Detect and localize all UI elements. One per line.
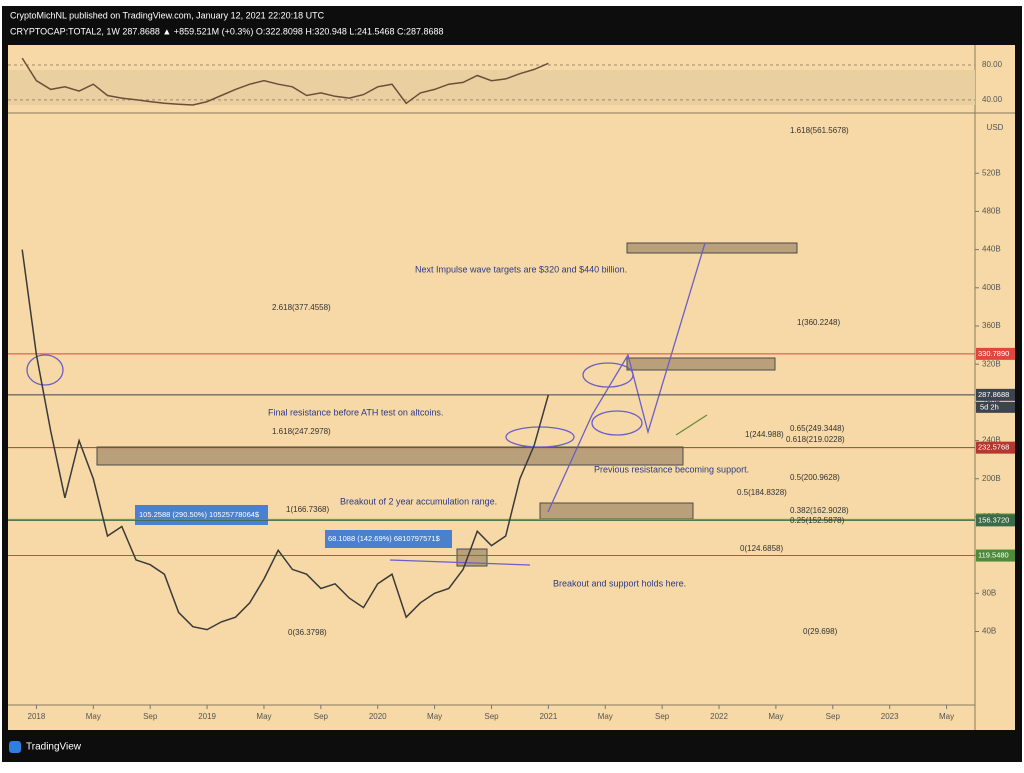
x-tick-label: 2020 <box>369 712 387 721</box>
zone <box>539 502 694 520</box>
zone <box>626 242 798 254</box>
x-tick-label: Sep <box>826 712 841 721</box>
fib-label: 2.618(377.4558) <box>272 303 331 312</box>
x-tick-label: May <box>256 712 271 721</box>
fib-label: 0.5(184.8328) <box>737 488 787 497</box>
x-tick-label: May <box>598 712 613 721</box>
annotation: Final resistance before ATH test on altc… <box>268 407 443 417</box>
x-tick-label: 2019 <box>198 712 216 721</box>
y-tick-label: 200B <box>982 474 1001 483</box>
countdown-tag <box>976 401 1015 413</box>
measure-label: 68.1088 (142.69%) 6810797571$ <box>328 534 441 543</box>
measure-label: 105.2588 (290.50%) 10525778064$ <box>139 510 260 519</box>
x-tick-label: May <box>939 712 954 721</box>
annotation: Next Impulse wave targets are $320 and $… <box>415 264 627 274</box>
y-tick-label: 40B <box>982 627 996 636</box>
fib-label: 0.618(219.0228) <box>786 435 845 444</box>
price-tag <box>976 549 1015 562</box>
fib-label: 1(166.7368) <box>286 505 329 514</box>
x-tick-label: 2022 <box>710 712 728 721</box>
fib-label: 1(360.2248) <box>797 318 840 327</box>
y-tick-label: 360B <box>982 321 1001 330</box>
publisher: CryptoMichNL published on TradingView.co… <box>10 10 325 20</box>
price-tag-label: 232.5768 <box>978 443 1009 452</box>
fib-label: 1.618(247.2978) <box>272 427 331 436</box>
measure-box <box>325 530 452 548</box>
x-tick-label: May <box>427 712 442 721</box>
fib-label: 0.382(162.9028) <box>790 506 849 515</box>
footer-bg <box>2 732 1022 762</box>
annotation: Breakout and support holds here. <box>553 578 686 588</box>
price-tag <box>976 441 1015 454</box>
fib-label: 0.65(249.3448) <box>790 424 845 433</box>
y-tick-label: 480B <box>982 207 1001 216</box>
x-tick-label: Sep <box>143 712 158 721</box>
zone <box>626 357 776 371</box>
fib-label: 0.25(152.5878) <box>790 516 845 525</box>
rsi-band <box>8 70 975 105</box>
price-tag-label: 330.7890 <box>978 349 1009 358</box>
rsi-tick-label: 40.00 <box>982 95 1003 104</box>
price-tag <box>976 347 1015 360</box>
price-tag <box>976 514 1015 527</box>
annotation: Previous resistance becoming support. <box>594 464 749 474</box>
rsi-tick-label: 80.00 <box>982 60 1003 69</box>
price-tag-label: 119.5480 <box>978 551 1009 560</box>
x-tick-label: Sep <box>314 712 329 721</box>
fib-label: 0(36.3798) <box>288 628 327 637</box>
arrow-drawing <box>675 414 708 436</box>
price-tag <box>976 388 1015 401</box>
x-tick-label: Sep <box>484 712 499 721</box>
y-tick-label: 520B <box>982 168 1001 177</box>
currency: USD <box>987 123 1004 132</box>
chart-bg <box>8 45 1015 730</box>
y-tick-label: 400B <box>982 283 1001 292</box>
fib-label: 1(244.988) <box>745 430 784 439</box>
x-tick-label: 2018 <box>28 712 46 721</box>
x-tick-label: 2023 <box>881 712 899 721</box>
circle-drawing <box>591 410 643 436</box>
rsi-line <box>21 57 549 106</box>
symbol-info: CRYPTOCAP:TOTAL2, 1W 287.8688 ▲ +859.521… <box>10 26 444 36</box>
zones <box>96 242 798 567</box>
price-tag-label: 287.8688 <box>978 390 1009 399</box>
arrow-drawing <box>389 559 531 566</box>
annotation: Breakout of 2 year accumulation range. <box>340 496 497 506</box>
fib-label: 0(29.698) <box>803 627 838 636</box>
y-tick-label: 80B <box>982 588 996 597</box>
logo-icon <box>9 741 21 753</box>
fib-label: 0.5(200.9628) <box>790 473 840 482</box>
zone <box>456 548 488 567</box>
y-tick-label: 320B <box>982 359 1001 368</box>
fib-label: 1.618(561.5678) <box>790 126 849 135</box>
zone <box>96 446 684 466</box>
x-tick-label: May <box>768 712 783 721</box>
brand: TradingView <box>26 742 82 753</box>
circle-drawing <box>26 354 64 386</box>
x-tick-label: 2021 <box>539 712 557 721</box>
fib-label: 0(124.6858) <box>740 544 783 553</box>
price-tag-label: 156.3720 <box>978 515 1009 524</box>
x-tick-label: May <box>86 712 101 721</box>
y-tick-label: 240B <box>982 436 1001 445</box>
countdown: 5d 2h <box>980 402 999 411</box>
y-tick-label: 440B <box>982 245 1001 254</box>
price-line-series <box>21 249 550 631</box>
x-tick-label: Sep <box>655 712 670 721</box>
